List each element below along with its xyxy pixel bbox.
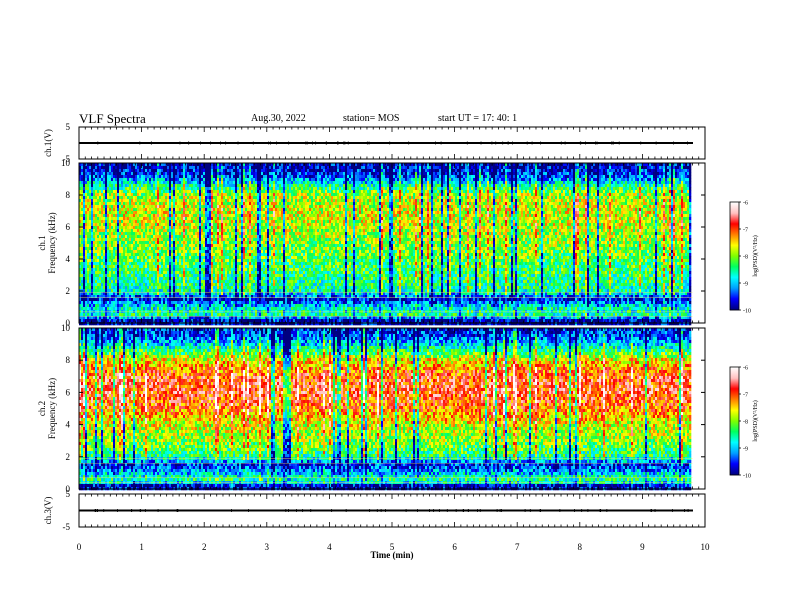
ch2-cells: [79, 328, 691, 490]
ch1-wave-ylabel: ch.1(V): [43, 129, 53, 157]
ch1-ytick-label: 10: [61, 158, 71, 168]
ch1-colorbar: [730, 202, 739, 310]
ch3-wave-ytick-label: 5: [66, 489, 71, 499]
ch2-ylabel-channel: ch.2: [37, 401, 47, 416]
ch2-colorbar-tick-label: -10: [743, 474, 751, 480]
ch3-wave-ytick-label: -5: [63, 522, 71, 532]
ch2-colorbar-tick-label: -6: [743, 366, 748, 372]
x-tick-label: 6: [452, 542, 457, 552]
ch2-ytick-label: 10: [61, 323, 71, 333]
x-tick-label: 10: [701, 542, 711, 552]
ch1-ytick-label: 2: [66, 286, 71, 296]
ch1-ytick-label: 4: [66, 254, 71, 264]
x-tick-label: 1: [139, 542, 144, 552]
ch2-colorbar-tick-label: -7: [743, 393, 748, 399]
ch3-wave-ylabel: ch.3(V): [43, 497, 53, 525]
ch2-ylabel-frequency: Frequency (kHz): [47, 378, 57, 439]
ch2-ytick-label: 6: [66, 387, 71, 397]
ch2-colorbar: [730, 367, 739, 475]
x-tick-label: 4: [327, 542, 332, 552]
ch1-colorbar-tick-label: -7: [743, 228, 748, 234]
ch1-ylabel-channel: ch.1: [37, 235, 47, 250]
ch1-cells: [79, 163, 691, 325]
ch2-colorbar-label: log(PSD)(V²/Hz): [752, 400, 759, 441]
ch2-colorbar-tick-label: -8: [743, 420, 748, 426]
ch1-colorbar-tick-label: -8: [743, 255, 748, 261]
ch1-ylabel-frequency: Frequency (kHz): [47, 212, 57, 273]
ch1-colorbar-tick-label: -10: [743, 309, 751, 315]
x-tick-label: 0: [77, 542, 82, 552]
ch1-colorbar-tick-label: -9: [743, 282, 748, 288]
ch1-ytick-label: 8: [66, 190, 71, 200]
ch1-colorbar-tick-label: -6: [743, 201, 748, 207]
ch2-colorbar-tick-label: -9: [743, 447, 748, 453]
x-tick-label: 2: [202, 542, 207, 552]
x-tick-label: 8: [578, 542, 583, 552]
x-tick-label: 3: [265, 542, 270, 552]
ch2-ytick-label: 4: [66, 420, 71, 430]
x-axis-label: Time (min): [370, 550, 413, 560]
ch1-ytick-label: 6: [66, 222, 71, 232]
ch1-colorbar-label: log(PSD)(V²/Hz): [752, 235, 759, 276]
x-tick-label: 7: [515, 542, 520, 552]
x-tick-label: 9: [640, 542, 645, 552]
ch1-wave-ytick-label: 5: [66, 122, 71, 132]
ch2-ytick-label: 8: [66, 355, 71, 365]
ch2-ytick-label: 2: [66, 452, 71, 462]
